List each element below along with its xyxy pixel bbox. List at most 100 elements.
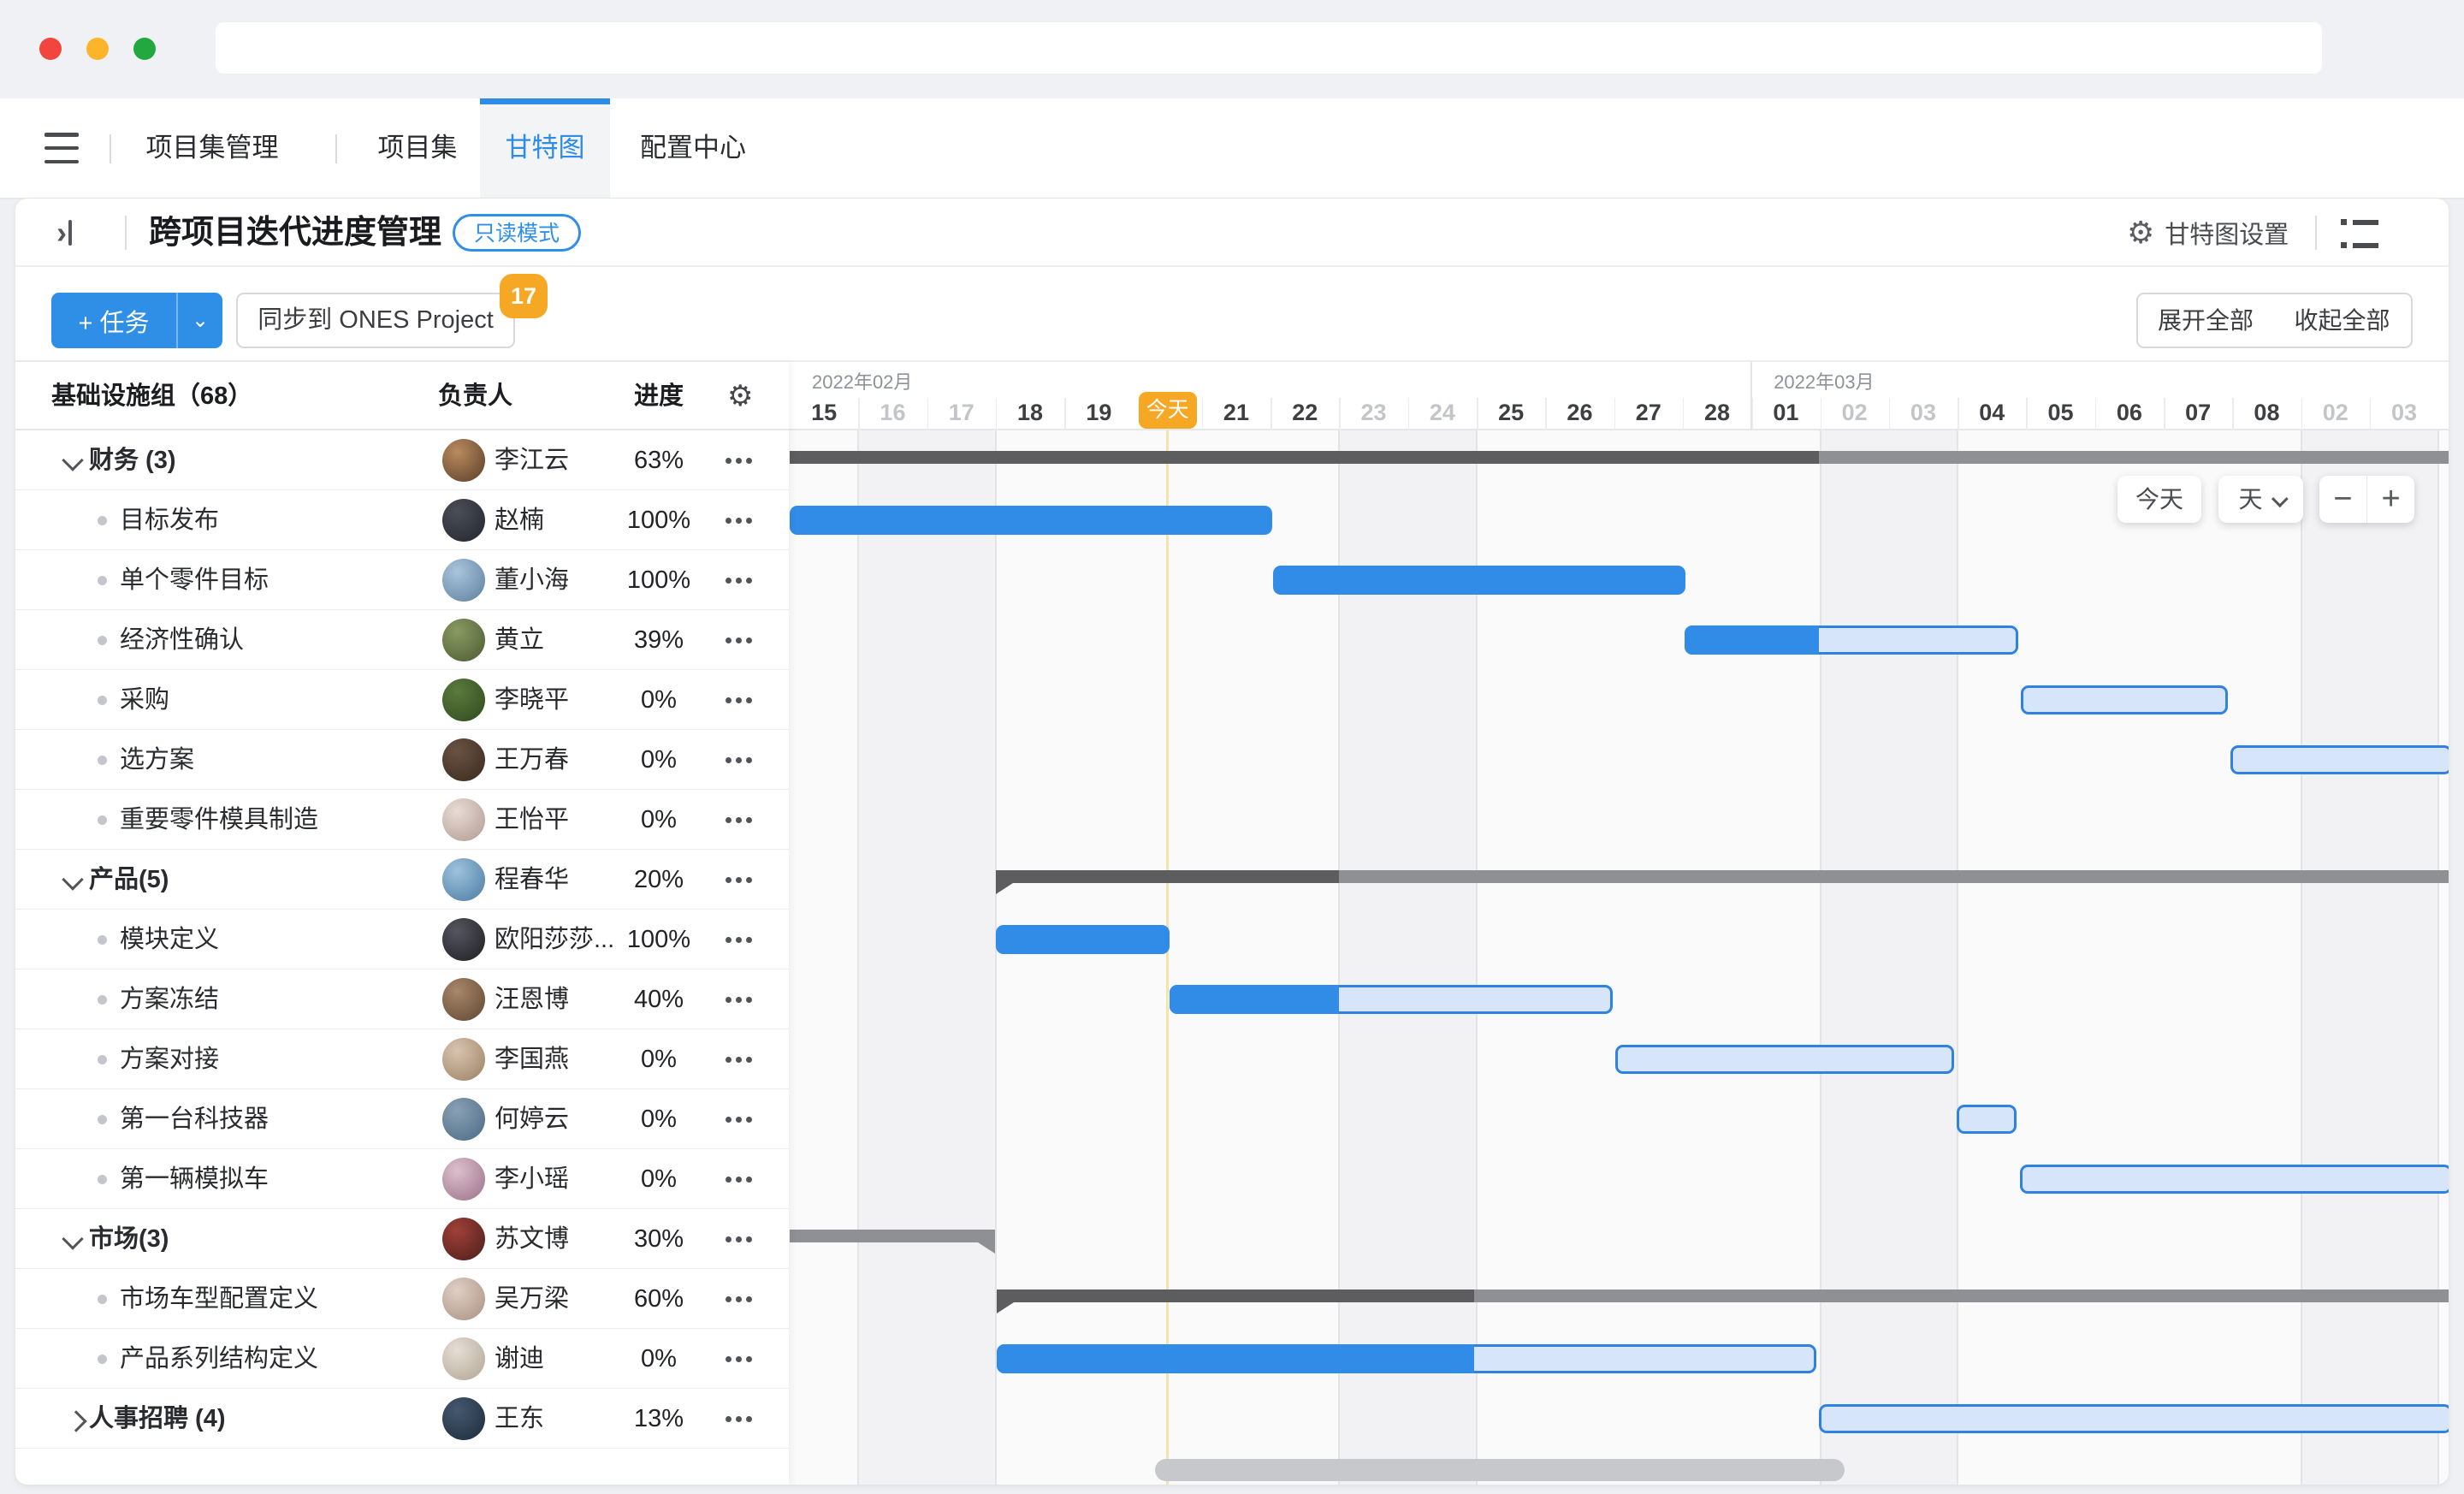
task-name: 经济性确认 [120,626,245,654]
row-more-actions-icon[interactable] [726,1416,752,1422]
gantt-settings-button[interactable]: ⚙ 甘特图设置 [2127,199,2289,267]
nav-divider [110,134,111,163]
row-more-actions-icon[interactable] [726,518,752,524]
table-row[interactable]: 采购 李晓平 0% [15,670,789,730]
gantt-summary-bar-remaining[interactable] [790,1230,996,1242]
gantt-summary-bar-remaining[interactable] [1818,451,2449,464]
row-more-actions-icon[interactable] [726,997,752,1003]
row-more-actions-icon[interactable] [726,937,752,943]
grid-line [1476,430,1478,1485]
progress-value: 30% [633,1225,684,1253]
gantt-summary-bar-done[interactable] [996,1289,1474,1302]
row-more-actions-icon[interactable] [726,1057,752,1063]
row-more-actions-icon[interactable] [726,1236,752,1242]
row-more-actions-icon[interactable] [726,1177,752,1183]
row-more-actions-icon[interactable] [726,1356,752,1362]
task-bullet-icon [98,696,107,705]
table-row[interactable]: 选方案 王万春 0% [15,730,789,790]
nav-item-program-management[interactable]: 项目集管理 [145,133,279,163]
nav-item-gantt[interactable]: 甘特图 [505,133,585,163]
row-more-actions-icon[interactable] [726,637,752,643]
row-more-actions-icon[interactable] [726,817,752,823]
gantt-bar-planned[interactable] [1957,1105,2017,1134]
task-bullet-icon [98,1115,107,1124]
task-name: 重要零件模具制造 [120,806,319,833]
table-row[interactable]: 第一辆模拟车 李小瑶 0% [15,1149,789,1209]
chevron-down-icon[interactable] [62,449,84,471]
gantt-bar-planned[interactable] [1615,1045,1955,1074]
add-task-dropdown-icon[interactable]: ⌄ [191,309,210,332]
zoom-in-button[interactable]: + [2381,481,2401,517]
today-badge[interactable]: 今天 [1138,392,1197,429]
gantt-bar-planned[interactable] [2020,1165,2449,1194]
table-row[interactable]: 第一台科技器 何婷云 0% [15,1089,789,1149]
table-row[interactable]: 方案对接 李国燕 0% [15,1029,789,1089]
gantt-bar-complete[interactable] [1273,566,1686,595]
gantt-bar-complete[interactable] [790,506,1272,535]
summary-end-notch [978,1242,996,1254]
grid-line [1819,430,1821,1485]
day-label: 26 [1567,400,1593,425]
row-more-actions-icon[interactable] [726,578,752,584]
column-settings-gear-icon[interactable]: ⚙ [727,380,754,412]
table-row[interactable]: 人事招聘 (4) 王东 13% [15,1389,789,1449]
gantt-summary-bar-remaining[interactable] [1473,1289,2449,1302]
jump-to-today-button[interactable]: 今天 [2118,476,2201,523]
table-row[interactable]: 方案冻结 汪恩博 40% [15,969,789,1029]
expand-all-button[interactable]: 展开全部 [2136,293,2275,348]
menu-icon[interactable] [44,133,79,163]
horizontal-scrollbar-thumb[interactable] [1155,1459,1845,1481]
chevron-down-icon[interactable] [62,869,84,891]
row-more-actions-icon[interactable] [726,458,752,464]
gantt-summary-bar-remaining[interactable] [1339,870,2449,883]
collapse-all-button[interactable]: 收起全部 [2273,293,2413,348]
table-row[interactable]: 目标发布 赵楠 100% [15,490,789,550]
time-scale-select[interactable]: 天 [2218,476,2303,523]
task-group-name: 产品(5) [89,866,169,893]
nav-item-config-center[interactable]: 配置中心 [640,133,746,163]
address-bar[interactable] [216,22,2322,74]
table-row[interactable]: 重要零件模具制造 王怡平 0% [15,790,789,850]
add-task-button[interactable]: + 任务 ⌄ [51,293,222,348]
progress-value: 0% [641,1106,677,1133]
sync-to-ones-button[interactable]: 同步到 ONES Project [236,293,515,348]
owner-name: 汪恩博 [495,986,570,1013]
table-row[interactable]: 产品(5) 程春华 20% [15,850,789,910]
day-separator [1614,398,1616,430]
row-more-actions-icon[interactable] [726,1296,752,1302]
owner-name: 苏文博 [495,1225,570,1253]
task-name: 方案冻结 [120,986,220,1013]
row-more-actions-icon[interactable] [726,697,752,703]
gantt-bar-planned[interactable] [1818,1404,2449,1433]
table-header: 基础设施组（68） 负责人 进度 ⚙ [15,362,789,430]
chevron-down-icon[interactable] [62,1228,84,1250]
gantt-bar-complete[interactable] [995,925,1170,954]
weekend-shade-column [927,430,996,1485]
table-row[interactable]: 市场(3) 苏文博 30% [15,1209,789,1269]
maximize-window-icon[interactable] [133,38,156,60]
row-more-actions-icon[interactable] [726,877,752,883]
table-row[interactable]: 市场车型配置定义 吴万梁 60% [15,1269,789,1329]
collapse-panel-icon[interactable]: › [56,215,91,250]
table-row[interactable]: 产品系列结构定义 谢迪 0% [15,1329,789,1389]
table-row[interactable]: 模块定义 欧阳莎莎... 100% [15,910,789,969]
day-separator [1958,398,1959,430]
nav-item-program[interactable]: 项目集 [377,133,458,163]
row-more-actions-icon[interactable] [726,757,752,763]
view-list-icon[interactable] [2341,219,2378,248]
gantt-summary-bar-done[interactable] [995,870,1340,883]
table-row[interactable]: 单个零件目标 董小海 100% [15,550,789,610]
gantt-bar-planned[interactable] [2230,745,2449,774]
today-line [1166,430,1170,1485]
row-more-actions-icon[interactable] [726,1117,752,1123]
table-row[interactable]: 财务 (3) 李江云 63% [15,430,789,490]
owner-avatar [442,1218,485,1260]
gantt-bar-planned[interactable] [2020,685,2228,714]
gantt-summary-bar-done[interactable] [790,451,1819,464]
table-row[interactable]: 经济性确认 黄立 39% [15,610,789,670]
minimize-window-icon[interactable] [86,38,109,60]
close-window-icon[interactable] [39,38,62,60]
chevron-right-icon[interactable] [65,1410,87,1432]
gantt-chart-body [789,430,2449,1485]
zoom-out-button[interactable]: − [2333,481,2353,517]
